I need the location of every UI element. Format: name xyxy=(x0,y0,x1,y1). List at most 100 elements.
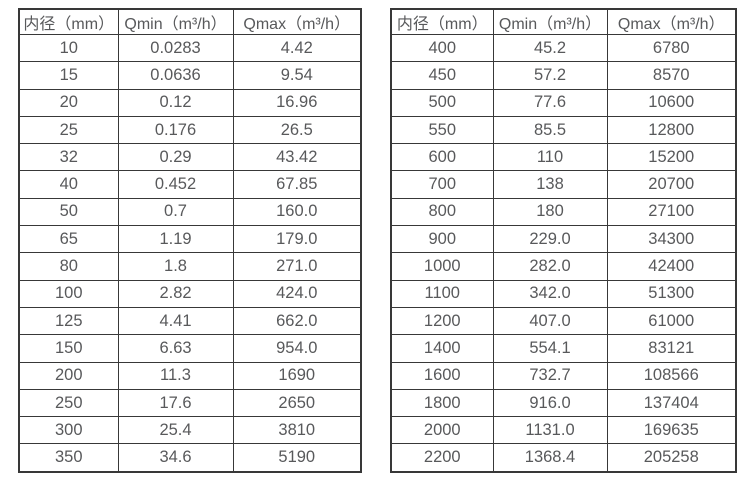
table-row: 10 0.0283 4.42 xyxy=(18,33,362,63)
cell: 229.0 xyxy=(492,225,608,254)
table-row: 1400 554.1 83121 xyxy=(390,334,737,363)
cell: 169635 xyxy=(606,416,737,445)
cell: 6780 xyxy=(606,33,737,63)
table-row: 1800 916.0 137404 xyxy=(390,388,737,418)
cell: 250 xyxy=(18,388,119,418)
cell: 137404 xyxy=(606,388,737,418)
cell: 0.0636 xyxy=(117,61,234,90)
cell: 350 xyxy=(18,443,119,473)
cell: 27100 xyxy=(606,197,737,227)
table-row: 200 11.3 1690 xyxy=(18,361,362,390)
column-header: Qmin（m³/h） xyxy=(117,8,234,35)
column-header: 内径（mm） xyxy=(18,8,119,35)
cell: 1.8 xyxy=(117,252,234,281)
cell: 15200 xyxy=(606,143,737,172)
cell: 0.12 xyxy=(117,88,234,117)
cell: 282.0 xyxy=(492,252,608,281)
table-row: 25 0.176 26.5 xyxy=(18,115,362,145)
cell: 77.6 xyxy=(492,88,608,117)
cell: 67.85 xyxy=(232,170,362,199)
spec-table-right: 内径（mm） Qmin（m³/h） Qmax（m³/h） 400 45.2 6780 450… xyxy=(390,8,737,473)
cell: 11.3 xyxy=(117,361,234,390)
table-row: 500 77.6 10600 xyxy=(390,88,737,117)
cell: 554.1 xyxy=(492,334,608,363)
spec-table-left: 内径（mm） Qmin（m³/h） Qmax（m³/h） 10 0.0283 4.42 15… xyxy=(18,8,362,473)
cell: 2200 xyxy=(390,443,494,473)
cell: 85.5 xyxy=(492,115,608,145)
cell: 1690 xyxy=(232,361,362,390)
table-row: 2000 1131.0 169635 xyxy=(390,416,737,445)
cell: 0.452 xyxy=(117,170,234,199)
cell: 900 xyxy=(390,225,494,254)
column-header: 内径（mm） xyxy=(390,8,494,35)
cell: 180 xyxy=(492,197,608,227)
header-row: 内径（mm） Qmin（m³/h） Qmax（m³/h） xyxy=(390,8,737,35)
table-row: 150 6.63 954.0 xyxy=(18,334,362,363)
table-row: 32 0.29 43.42 xyxy=(18,143,362,172)
table-row: 15 0.0636 9.54 xyxy=(18,61,362,90)
cell: 138 xyxy=(492,170,608,199)
cell: 400 xyxy=(390,33,494,63)
cell: 205258 xyxy=(606,443,737,473)
cell: 83121 xyxy=(606,334,737,363)
cell: 10 xyxy=(18,33,119,63)
cell: 12800 xyxy=(606,115,737,145)
cell: 20 xyxy=(18,88,119,117)
cell: 34.6 xyxy=(117,443,234,473)
cell: 15 xyxy=(18,61,119,90)
cell: 200 xyxy=(18,361,119,390)
cell: 4.41 xyxy=(117,306,234,336)
cell: 600 xyxy=(390,143,494,172)
cell: 1368.4 xyxy=(492,443,608,473)
cell: 42400 xyxy=(606,252,737,281)
table-row: 900 229.0 34300 xyxy=(390,225,737,254)
cell: 1800 xyxy=(390,388,494,418)
cell: 25.4 xyxy=(117,416,234,445)
cell: 916.0 xyxy=(492,388,608,418)
cell: 1200 xyxy=(390,306,494,336)
table-row: 1100 342.0 51300 xyxy=(390,279,737,308)
cell: 16.96 xyxy=(232,88,362,117)
cell: 450 xyxy=(390,61,494,90)
cell: 300 xyxy=(18,416,119,445)
cell: 160.0 xyxy=(232,197,362,227)
cell: 0.176 xyxy=(117,115,234,145)
cell: 700 xyxy=(390,170,494,199)
table-row: 1200 407.0 61000 xyxy=(390,306,737,336)
cell: 108566 xyxy=(606,361,737,390)
cell: 26.5 xyxy=(232,115,362,145)
column-header: Qmin（m³/h） xyxy=(492,8,608,35)
cell: 0.29 xyxy=(117,143,234,172)
cell: 1000 xyxy=(390,252,494,281)
cell: 5190 xyxy=(232,443,362,473)
cell: 0.0283 xyxy=(117,33,234,63)
cell: 1400 xyxy=(390,334,494,363)
cell: 80 xyxy=(18,252,119,281)
cell: 61000 xyxy=(606,306,737,336)
table-row: 250 17.6 2650 xyxy=(18,388,362,418)
cell: 3810 xyxy=(232,416,362,445)
cell: 732.7 xyxy=(492,361,608,390)
table-row: 350 34.6 5190 xyxy=(18,443,362,473)
table-row: 450 57.2 8570 xyxy=(390,61,737,90)
cell: 150 xyxy=(18,334,119,363)
cell: 10600 xyxy=(606,88,737,117)
table-row: 300 25.4 3810 xyxy=(18,416,362,445)
cell: 9.54 xyxy=(232,61,362,90)
cell: 550 xyxy=(390,115,494,145)
cell: 342.0 xyxy=(492,279,608,308)
cell: 6.63 xyxy=(117,334,234,363)
cell: 17.6 xyxy=(117,388,234,418)
cell: 271.0 xyxy=(232,252,362,281)
cell: 424.0 xyxy=(232,279,362,308)
cell: 4.42 xyxy=(232,33,362,63)
cell: 2.82 xyxy=(117,279,234,308)
header-row: 内径（mm） Qmin（m³/h） Qmax（m³/h） xyxy=(18,8,362,35)
cell: 800 xyxy=(390,197,494,227)
cell: 1.19 xyxy=(117,225,234,254)
table-row: 400 45.2 6780 xyxy=(390,33,737,63)
table-row: 40 0.452 67.85 xyxy=(18,170,362,199)
table-row: 800 180 27100 xyxy=(390,197,737,227)
table-row: 2200 1368.4 205258 xyxy=(390,443,737,473)
cell: 20700 xyxy=(606,170,737,199)
